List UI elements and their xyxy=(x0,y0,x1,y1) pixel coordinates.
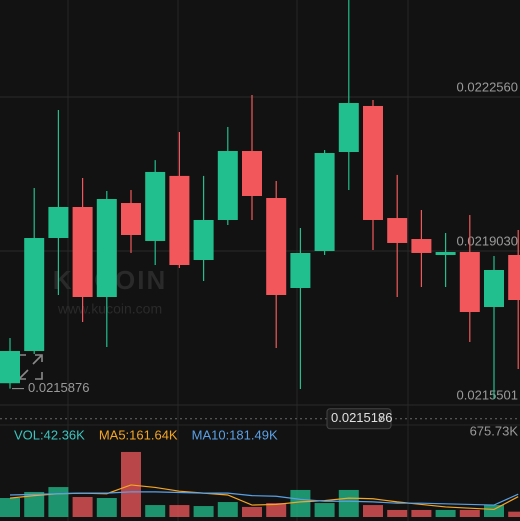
vertical-grid xyxy=(67,0,409,521)
volume-bar xyxy=(387,509,408,517)
volume-bar xyxy=(242,506,262,517)
candle-body xyxy=(435,252,456,255)
candle-body xyxy=(96,199,117,298)
volume-bar xyxy=(145,505,166,517)
volume-bar xyxy=(169,505,190,517)
candle-body xyxy=(193,219,214,261)
candle-body xyxy=(387,218,408,243)
candle-body xyxy=(338,103,359,153)
volume-bar xyxy=(484,505,504,517)
legend-entry: MA5:161.64K xyxy=(99,427,178,442)
y-tick-label: 0.0219030 xyxy=(457,233,518,248)
candle-body xyxy=(217,151,238,220)
volume-bar xyxy=(217,502,238,517)
volume-bar xyxy=(24,491,45,517)
candle-body xyxy=(290,252,311,289)
volume-bar xyxy=(266,503,287,517)
y-tick-label: 0.0215501 xyxy=(457,387,518,402)
candle-body xyxy=(145,171,166,241)
candle-body xyxy=(48,206,69,239)
candle-body xyxy=(266,198,287,295)
candle-body xyxy=(363,105,383,220)
expand-icon[interactable] xyxy=(18,354,43,380)
y-tick-label: 0.0222560 xyxy=(457,79,518,94)
candle-body xyxy=(314,153,335,252)
expand-icon-path[interactable] xyxy=(18,354,43,380)
candle-body xyxy=(24,238,45,352)
last-price-box xyxy=(326,408,392,430)
volume-bar xyxy=(363,505,383,517)
candle-body xyxy=(484,269,504,307)
last-price-arrow xyxy=(378,415,383,423)
candle-body xyxy=(411,239,432,253)
candle-body xyxy=(72,206,93,298)
ma-line xyxy=(9,491,519,506)
watermark-url: www.kucoin.com xyxy=(57,301,162,317)
legend-entry: MA10:181.49K xyxy=(192,427,278,442)
volume-bar xyxy=(72,496,93,517)
volume-bar xyxy=(314,503,335,517)
volume-bar xyxy=(193,506,214,517)
candle-body xyxy=(169,175,190,266)
volume-bar xyxy=(96,498,117,517)
volume-bar xyxy=(435,509,456,517)
candle-body xyxy=(508,254,520,301)
volume-bar xyxy=(338,489,359,517)
volume-bar xyxy=(290,489,311,517)
volume-bar xyxy=(508,511,520,517)
candle-body xyxy=(242,151,262,196)
candle-body xyxy=(0,351,20,384)
last-price-label: 0.0215186 xyxy=(331,410,392,425)
volume-bar xyxy=(411,509,432,517)
volume-bar xyxy=(0,498,20,517)
volume-bar xyxy=(48,487,69,517)
low-marker-label: 0.0215876 xyxy=(28,380,89,395)
y-tick-label: 675.73K xyxy=(470,423,519,438)
volume-bar xyxy=(459,509,480,517)
candle-body xyxy=(459,252,480,313)
candle-body xyxy=(121,203,141,236)
legend-entry: VOL:42.36K xyxy=(14,427,85,442)
